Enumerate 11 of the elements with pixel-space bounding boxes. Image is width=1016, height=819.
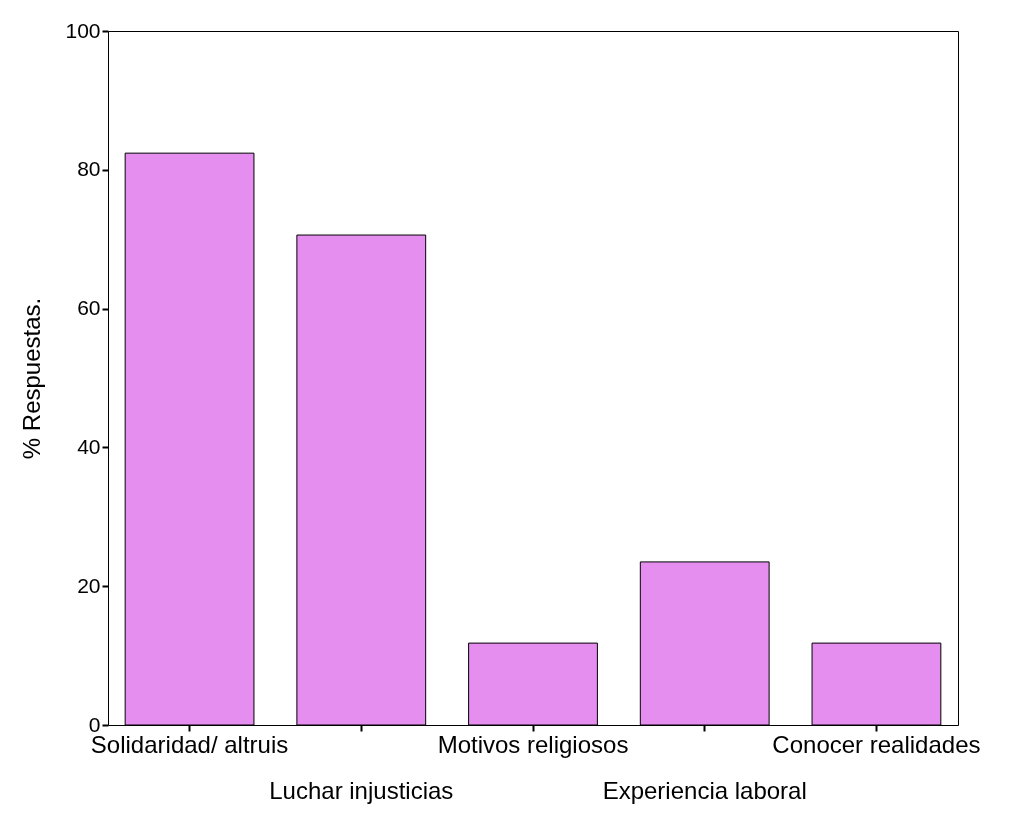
y-tick-label: 100 (65, 18, 101, 42)
y-axis-title: % Respuestas. (18, 297, 46, 460)
y-tick-label: 60 (77, 296, 101, 320)
y-tick-label: 0 (88, 712, 101, 736)
x-tick-label: Conocer realidades (772, 730, 981, 758)
x-tick-label: Motivos religiosos (437, 730, 629, 758)
x-tick-label: Luchar injusticias (269, 776, 454, 804)
y-tick-label: 40 (77, 434, 101, 458)
x-tick-label: Experiencia laboral (602, 776, 807, 804)
y-tick-label: 80 (77, 157, 101, 181)
y-tick-label: 20 (77, 573, 101, 597)
